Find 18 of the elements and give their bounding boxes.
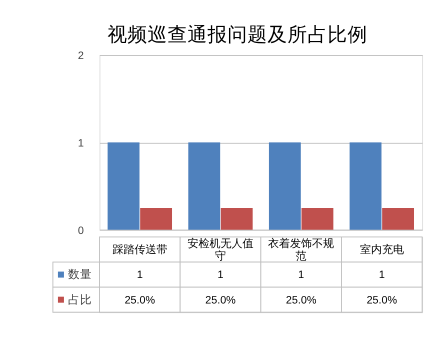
data-label: 1: [378, 269, 385, 282]
data-label: 25.0%: [366, 294, 398, 306]
data-label: 1: [136, 269, 143, 282]
legend-label: 数量: [68, 268, 92, 282]
data-label: 25.0%: [124, 294, 156, 306]
x-tick-label: 室内充电: [360, 243, 404, 256]
data-label: 1: [217, 269, 224, 282]
legend-label: 占比: [68, 293, 92, 306]
data-label: 25.0%: [286, 294, 317, 306]
x-tick-label: 安检机无人值守: [187, 236, 254, 262]
x-tick-label: 衣着发饰不规范: [268, 236, 334, 262]
y-tick-label: 0: [78, 224, 84, 237]
data-label: 25.0%: [205, 294, 236, 306]
x-tick-label: 踩踏传送带: [112, 243, 168, 256]
chart-title: 视频巡查通报问题及所占比例: [108, 24, 368, 46]
y-tick-label: 1: [78, 137, 84, 150]
y-tick-label: 2: [78, 50, 84, 62]
data-label: 1: [298, 269, 304, 282]
